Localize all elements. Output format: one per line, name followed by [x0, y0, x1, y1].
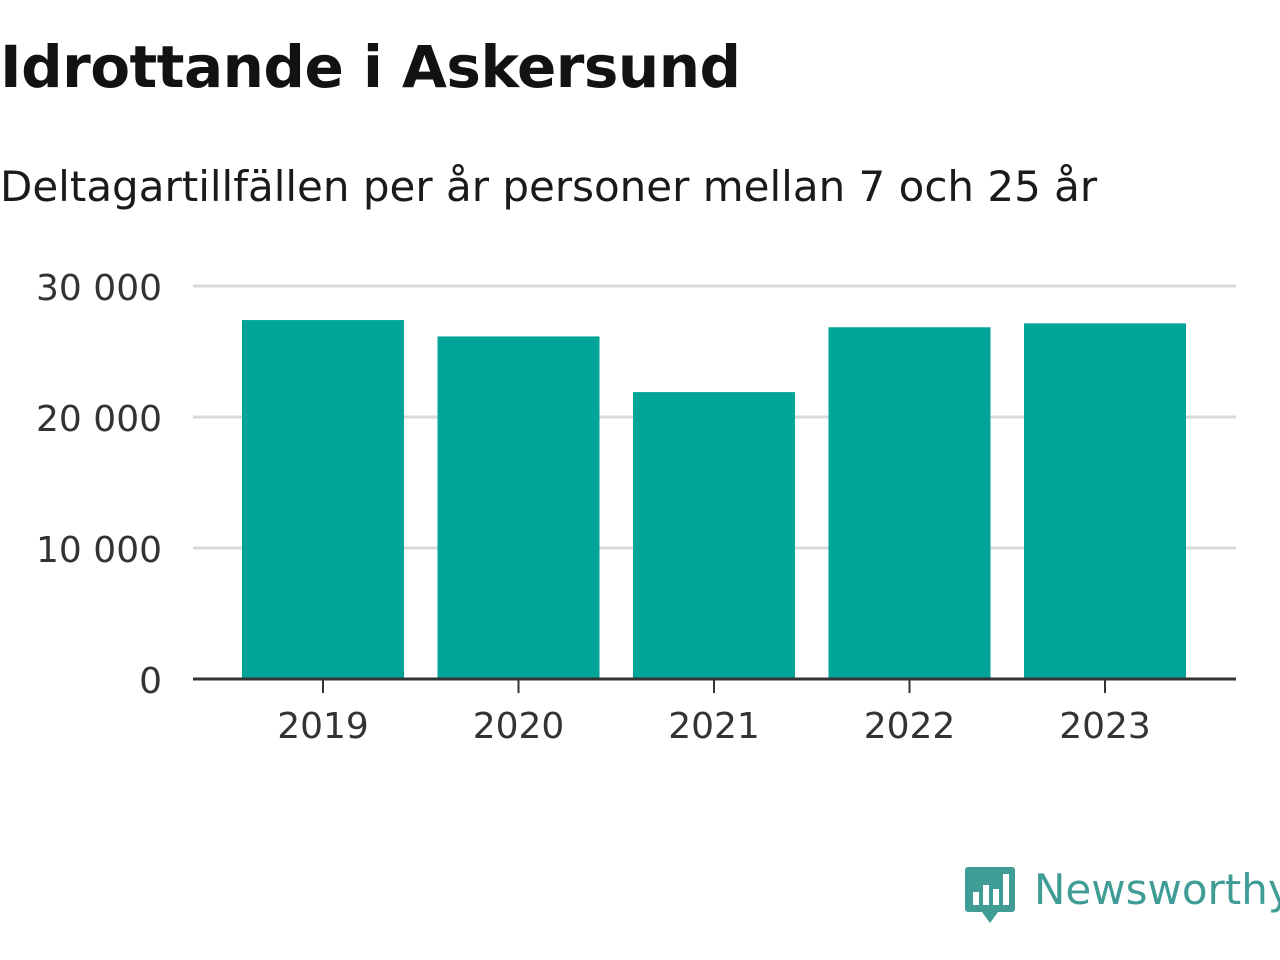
- y-tick-label: 20 000: [36, 399, 162, 440]
- y-tick-label: 30 000: [36, 268, 162, 309]
- bar-2020: [437, 336, 600, 679]
- bar-2019: [242, 320, 404, 679]
- axes: [193, 677, 1236, 693]
- y-tick-label: 10 000: [36, 530, 162, 571]
- x-tick-label: 2020: [473, 706, 565, 747]
- x-tick-label: 2022: [864, 706, 956, 747]
- tick-labels: 0 10 000 20 000 30 000 2019 2020 2021 2022 2023: [36, 268, 1151, 747]
- brand-logo: Newsworthy: [964, 864, 1280, 928]
- chart-title: Idrottande i Askersund: [0, 33, 741, 101]
- chart-subtitle: Deltagartillfällen per år personer mella…: [0, 162, 1098, 211]
- bar-2023: [1024, 323, 1186, 679]
- x-tick-label: 2021: [668, 706, 760, 747]
- bar-2021: [633, 392, 795, 679]
- brand-name: Newsworthy: [1034, 865, 1280, 914]
- x-tick-label: 2019: [277, 706, 369, 747]
- bar-2022: [828, 327, 991, 679]
- y-tick-label: 0: [139, 661, 162, 702]
- newsworthy-logo-icon: [965, 867, 1015, 923]
- bars: [242, 320, 1186, 679]
- x-tick-label: 2023: [1059, 706, 1151, 747]
